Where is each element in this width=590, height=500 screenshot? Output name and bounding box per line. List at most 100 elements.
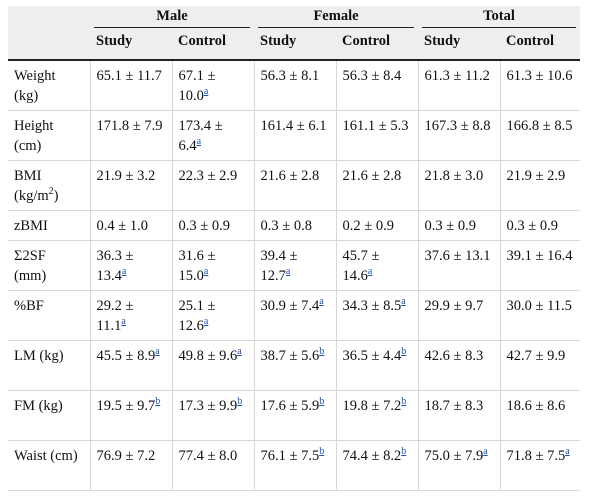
cell-value: 31.6 ± 15.0 [178, 248, 216, 284]
row-label: Height (cm) [8, 110, 90, 161]
data-cell: 42.6 ± 8.3 [417, 340, 500, 391]
data-cell: 21.6 ± 2.8 [335, 160, 418, 211]
row-label-main: Waist (cm) [14, 448, 78, 464]
data-cell: 21.9 ± 3.2 [89, 160, 172, 211]
cell-value: 39.4 ± 12.7 [260, 248, 298, 284]
footnote-link[interactable]: a [121, 266, 127, 278]
row-label-unit: (mm) [14, 268, 47, 284]
data-cell: 56.3 ± 8.4 [335, 60, 418, 111]
data-cell: 161.4 ± 6.1 [253, 110, 336, 161]
cell-value: 167.3 ± 8.8 [424, 118, 491, 134]
cell-value: 161.1 ± 5.3 [342, 118, 409, 134]
footnote-link[interactable]: b [401, 396, 407, 408]
row-label-main: %BF [14, 298, 44, 314]
data-cell: 19.5 ± 9.7b [89, 390, 172, 441]
row-label-main: BMI [14, 168, 42, 184]
table-row: LM (kg) 45.5 ± 8.9a 49.8 ± 9.6a 38.7 ± 5.6b… [8, 340, 581, 391]
cell-value: 18.6 ± 8.6 [506, 398, 566, 414]
group-header-row: Male Female Total [8, 6, 581, 28]
row-label-unit: (kg/m [14, 188, 49, 204]
data-cell: 56.3 ± 8.1 [253, 60, 336, 111]
cell-value: 22.3 ± 2.9 [178, 168, 238, 184]
cell-value: 61.3 ± 10.6 [506, 68, 573, 84]
table-body: Weight (kg) 65.1 ± 11.7 67.1 ± 10.0a 56.3 ± … [8, 60, 581, 491]
data-cell: 22.3 ± 2.9 [171, 160, 254, 211]
data-cell: 71.8 ± 7.5a [499, 440, 581, 491]
subheader-row: Study Control Study Control Study Contro… [8, 28, 581, 60]
data-cell: 75.0 ± 7.9a [417, 440, 500, 491]
table-row: Waist (cm) 76.9 ± 7.2 77.4 ± 8.0 76.1 ± 7.5… [8, 440, 581, 491]
cell-value: 61.3 ± 11.2 [424, 68, 490, 84]
cell-value: 45.7 ± 14.6 [342, 248, 380, 284]
footnote-link[interactable]: b [401, 346, 407, 358]
data-cell: 18.6 ± 8.6 [499, 390, 581, 441]
data-cell: 49.8 ± 9.6a [171, 340, 254, 391]
cell-value: 56.3 ± 8.4 [342, 68, 402, 84]
cell-value: 71.8 ± 7.5 [506, 448, 566, 464]
row-label: LM (kg) [8, 340, 90, 391]
row-label: zBMI [8, 210, 90, 241]
cell-value: 0.4 ± 1.0 [96, 218, 148, 234]
data-cell: 29.2 ± 11.1a [89, 290, 172, 341]
data-cell: 65.1 ± 11.7 [89, 60, 172, 111]
footnote-link[interactable]: b [319, 446, 325, 458]
subheader-cell: Study [90, 28, 172, 60]
data-cell: 18.7 ± 8.3 [417, 390, 500, 441]
cell-value: 74.4 ± 8.2 [342, 448, 402, 464]
footnote-link[interactable]: a [367, 266, 373, 278]
footnote-link[interactable]: b [155, 396, 161, 408]
footnote-link[interactable]: b [319, 396, 325, 408]
table-row: FM (kg) 19.5 ± 9.7b 17.3 ± 9.9b 17.6 ± 5.9b… [8, 390, 581, 441]
table-row: Height (cm) 171.8 ± 7.9 173.4 ± 6.4a 161.4 ±… [8, 110, 581, 161]
cell-value: 34.3 ± 8.5 [342, 298, 402, 314]
row-label: %BF [8, 290, 90, 341]
cell-value: 37.6 ± 13.1 [424, 248, 491, 264]
cell-value: 67.1 ± 10.0 [178, 68, 216, 104]
cell-value: 21.9 ± 3.2 [96, 168, 156, 184]
footnote-link[interactable]: a [203, 86, 209, 98]
cell-value: 49.8 ± 9.6 [178, 348, 238, 364]
footnote-link[interactable]: a [285, 266, 291, 278]
data-cell: 39.4 ± 12.7a [253, 240, 336, 291]
data-cell: 36.5 ± 4.4b [335, 340, 418, 391]
unit-close-paren: ) [53, 188, 59, 204]
data-cell: 0.3 ± 0.9 [171, 210, 254, 241]
data-cell: 161.1 ± 5.3 [335, 110, 418, 161]
cell-value: 17.3 ± 9.9 [178, 398, 238, 414]
footnote-link[interactable]: a [401, 296, 406, 308]
row-label: Σ2SF (mm) [8, 240, 90, 291]
row-label: Weight (kg) [8, 60, 90, 111]
data-cell: 25.1 ± 12.6a [171, 290, 254, 341]
footnote-link[interactable]: a [237, 346, 242, 358]
cell-value: 19.5 ± 9.7 [96, 398, 156, 414]
cell-value: 21.8 ± 3.0 [424, 168, 484, 184]
cell-value: 56.3 ± 8.1 [260, 68, 320, 84]
footnote-link[interactable]: a [483, 446, 488, 458]
data-cell: 0.4 ± 1.0 [89, 210, 172, 241]
data-cell: 45.5 ± 8.9a [89, 340, 172, 391]
row-label-main: LM (kg) [14, 348, 64, 364]
group-label: Male [94, 6, 250, 28]
data-cell: 37.6 ± 13.1 [417, 240, 500, 291]
footnote-link[interactable]: a [203, 316, 209, 328]
cell-value: 173.4 ± 6.4 [178, 118, 223, 154]
cell-value: 18.7 ± 8.3 [424, 398, 484, 414]
footnote-link[interactable]: b [401, 446, 407, 458]
footnote-link[interactable]: b [319, 346, 325, 358]
subheader-cell: Control [336, 28, 418, 60]
cell-value: 0.3 ± 0.9 [506, 218, 558, 234]
footnote-link[interactable]: a [319, 296, 324, 308]
group-label: Total [422, 6, 577, 28]
cell-value: 30.0 ± 11.5 [506, 298, 572, 314]
footnote-link[interactable]: a [121, 316, 126, 328]
footnote-link[interactable]: a [565, 446, 570, 458]
footnote-link[interactable]: a [196, 136, 202, 148]
anthropometry-table: Male Female Total Study Control Study Co… [8, 6, 581, 491]
data-cell: 67.1 ± 10.0a [171, 60, 254, 111]
footnote-link[interactable]: b [237, 396, 243, 408]
row-label-main: FM (kg) [14, 398, 63, 414]
footnote-link[interactable]: a [203, 266, 209, 278]
footnote-link[interactable]: a [155, 346, 160, 358]
cell-value: 21.6 ± 2.8 [342, 168, 402, 184]
data-cell: 21.8 ± 3.0 [417, 160, 500, 211]
